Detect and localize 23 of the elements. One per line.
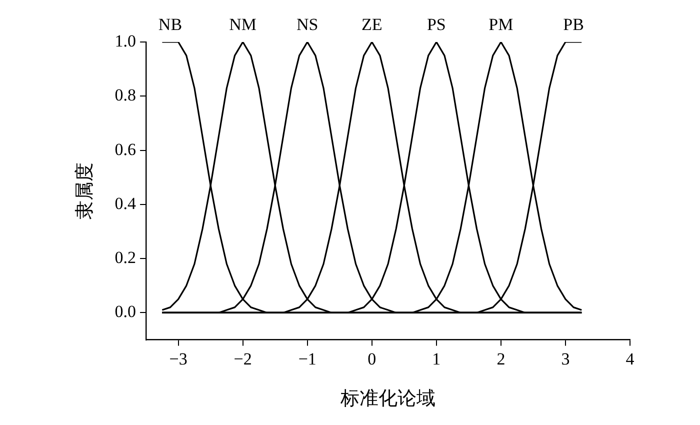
x-tick-label: 0 [368,349,376,368]
series-label: PS [426,14,446,34]
series-label: NM [229,14,257,34]
x-tick-label: 2 [496,349,506,368]
series-label: NS [296,14,318,34]
y-tick-label: 1.0 [114,31,136,50]
x-tick-label: 3 [561,349,570,368]
y-tick-label: 0.4 [114,194,137,213]
x-tick-label: 4 [626,349,635,368]
x-axis-title: 标准化论域 [340,388,436,410]
x-tick-label: −2 [234,349,252,368]
x-tick-label: −1 [298,349,316,368]
y-tick-label: 0.8 [114,86,136,105]
y-axis-title: 隶属度 [73,162,96,220]
y-tick-label: 0.6 [114,140,136,159]
y-tick-label: 0.0 [114,302,136,322]
series-label: PM [488,14,514,34]
x-tick-label: −3 [169,349,188,368]
y-tick-label: 0.2 [114,248,136,268]
x-tick-label: 1 [432,349,441,368]
series-label: PB [563,14,584,34]
series-label: NB [158,14,182,34]
series-label: ZE [362,14,382,34]
